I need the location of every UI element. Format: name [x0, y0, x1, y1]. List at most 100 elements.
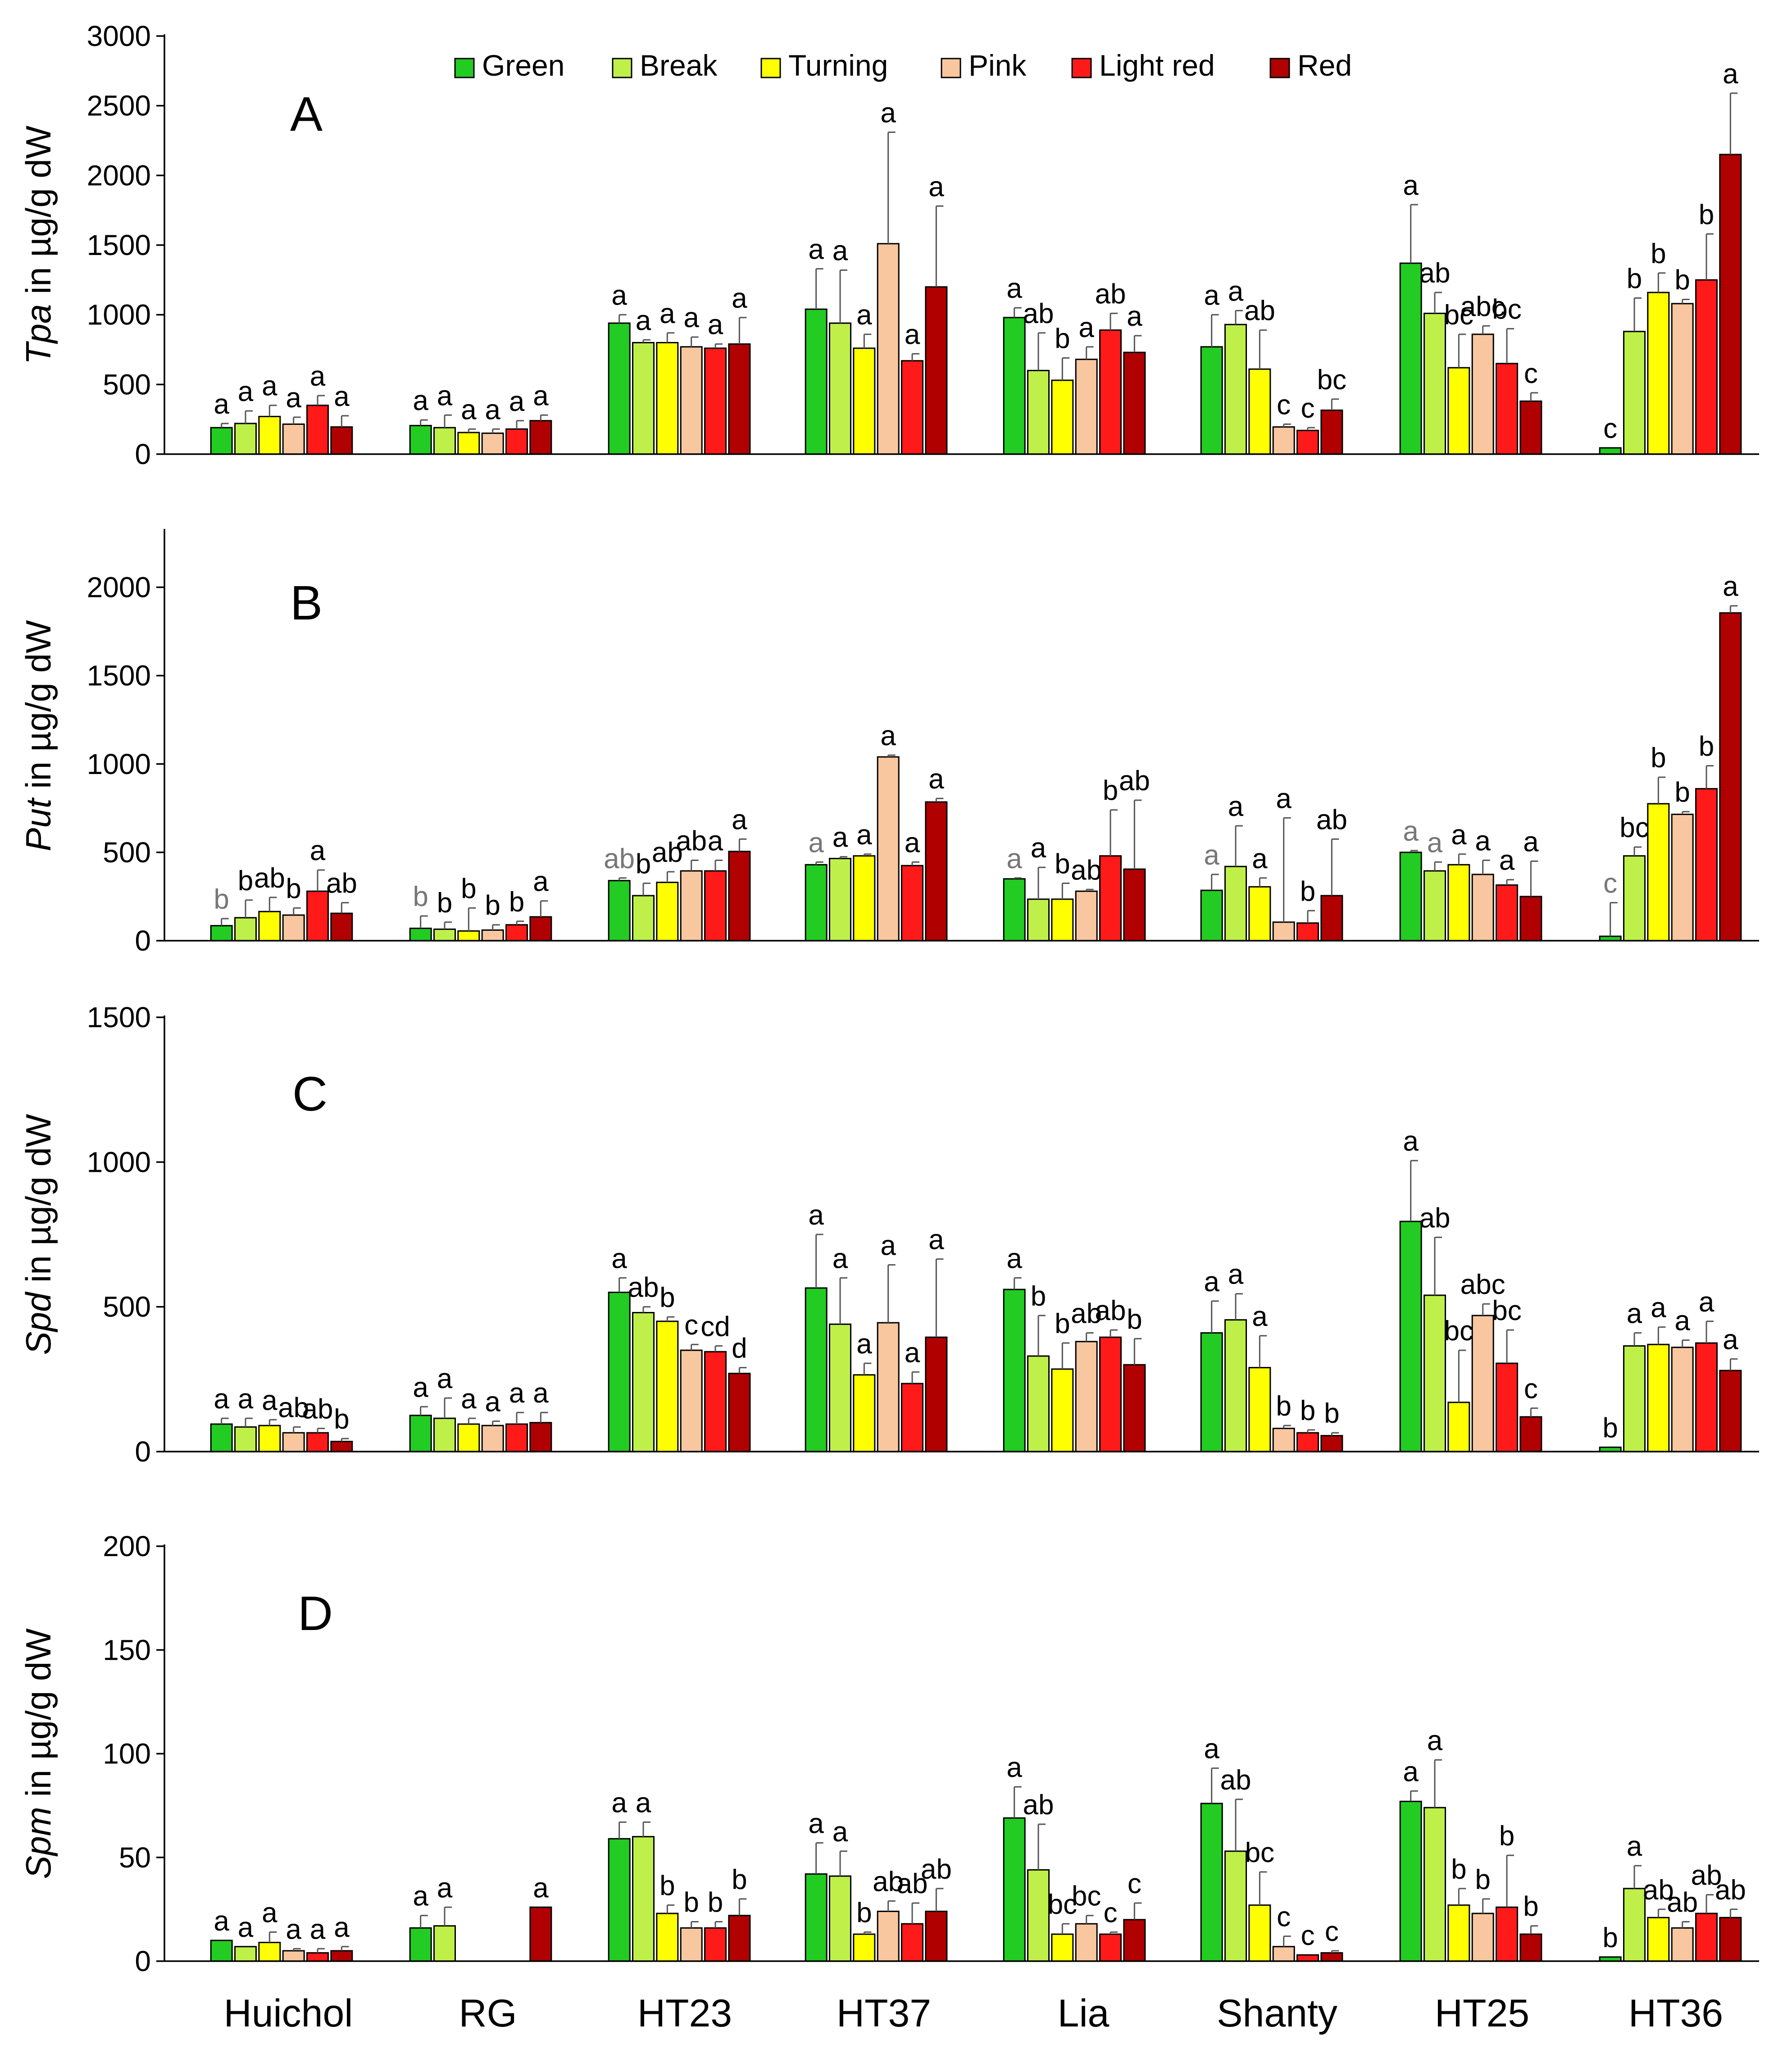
bar-red-ht23 — [728, 1915, 751, 1962]
bar-green-rg — [409, 425, 432, 455]
significance-letter: ab — [1119, 765, 1150, 797]
significance-letter: a — [437, 1363, 453, 1394]
panel-letter: A — [290, 87, 323, 141]
bar-red-ht23 — [728, 343, 751, 455]
bar-pink-ht37 — [877, 243, 900, 455]
y-tick-label: 500 — [103, 1291, 151, 1323]
bar-pink-huichol — [282, 1950, 305, 1962]
bar-green-shanty — [1200, 346, 1223, 455]
bar-pink-lia — [1075, 890, 1098, 942]
bar-red-lia — [1123, 1919, 1146, 1962]
significance-letter: ab — [254, 863, 285, 894]
bar-light-red-huichol — [306, 890, 329, 942]
significance-letter: ab — [1244, 296, 1275, 327]
bar-turning-ht25 — [1447, 1904, 1470, 1962]
legend-item-light-red: Light red — [1071, 49, 1215, 82]
bar-light-red-huichol — [306, 1432, 329, 1453]
significance-letter: a — [310, 361, 326, 392]
bar-light-red-huichol — [306, 1952, 329, 1962]
significance-letter: a — [286, 382, 301, 414]
significance-letter: ab — [921, 1854, 952, 1885]
significance-letter: a — [533, 1872, 549, 1903]
bar-red-ht25 — [1519, 400, 1542, 455]
legend-swatch — [454, 58, 475, 78]
significance-letter: b — [214, 884, 229, 915]
significance-letter: bc — [1492, 1295, 1521, 1326]
significance-letter: a — [262, 1385, 277, 1416]
bar-light-red-ht23 — [704, 1927, 727, 1962]
significance-letter: a — [808, 827, 824, 858]
bar-turning-ht25 — [1447, 367, 1470, 455]
bar-pink-ht36 — [1671, 303, 1694, 455]
significance-letter: a — [808, 1200, 824, 1231]
bar-green-ht23 — [608, 1838, 631, 1962]
y-tick-label: 1500 — [87, 660, 151, 692]
significance-letter: ab — [652, 837, 683, 868]
x-tick-label-lia: Lia — [1058, 1992, 1110, 2035]
bar-turning-ht37 — [853, 855, 876, 942]
bar-turning-ht36 — [1647, 1343, 1670, 1453]
significance-letter: ab — [278, 1392, 309, 1423]
significance-letter: c — [1277, 1902, 1291, 1933]
significance-letter: a — [437, 380, 453, 411]
significance-letter: a — [1523, 826, 1539, 857]
significance-letter: a — [1627, 1298, 1642, 1330]
significance-letter: a — [437, 1872, 453, 1903]
bar-break-ht37 — [829, 1875, 851, 1962]
bar-red-huichol — [330, 912, 353, 942]
bar-green-ht37 — [805, 1873, 828, 1962]
y-tick-label: 1000 — [87, 299, 151, 331]
bar-light-red-lia — [1099, 1336, 1122, 1453]
bar-green-rg — [409, 928, 432, 942]
significance-letter: a — [832, 1243, 848, 1274]
significance-letter: c — [1277, 389, 1291, 420]
significance-letter: a — [856, 820, 872, 851]
significance-letter: a — [856, 300, 872, 331]
significance-letter: a — [533, 866, 549, 897]
significance-letter: abc — [1460, 291, 1505, 322]
significance-letter: a — [1078, 312, 1094, 343]
legend-swatch — [760, 58, 781, 78]
significance-letter: bc — [1492, 294, 1521, 325]
bar-green-lia — [1003, 878, 1026, 942]
bar-break-ht37 — [829, 858, 851, 942]
x-tick-label-ht25: HT25 — [1435, 1992, 1529, 2035]
significance-letter: a — [905, 319, 920, 350]
bar-turning-ht36 — [1647, 291, 1670, 455]
significance-letter: c — [684, 1310, 698, 1341]
significance-letter: a — [413, 1881, 428, 1912]
bar-light-red-ht36 — [1695, 1912, 1718, 1962]
significance-letter: a — [880, 1230, 896, 1261]
bar-light-red-lia — [1099, 1933, 1122, 1962]
bar-green-huichol — [210, 1423, 233, 1453]
panel-A: 0 500 1000 1500 2000 2500 3000 Tpa in µg/g dW Aa… — [18, 20, 1759, 470]
significance-letter: c — [1325, 1916, 1339, 1947]
bar-green-shanty — [1200, 1803, 1223, 1962]
bar-break-rg — [433, 1417, 456, 1453]
bar-break-huichol — [234, 1426, 257, 1453]
significance-letter: a — [1723, 59, 1738, 90]
bar-break-huichol — [234, 917, 257, 942]
bar-green-ht25 — [1399, 1220, 1422, 1453]
y-axis-title: Spm in µg/g dW — [18, 1628, 58, 1879]
bar-turning-huichol — [258, 1942, 281, 1962]
bar-pink-rg — [481, 929, 504, 942]
significance-letter: a — [1204, 840, 1219, 871]
bar-light-red-shanty — [1296, 429, 1319, 455]
significance-letter: a — [611, 280, 627, 311]
bar-light-red-ht37 — [901, 865, 923, 942]
significance-letter: a — [310, 1914, 326, 1945]
y-axis-title: Spd in µg/g dW — [18, 1114, 58, 1355]
significance-letter: a — [928, 764, 944, 795]
significance-letter: a — [1499, 845, 1515, 876]
bar-light-red-ht25 — [1496, 884, 1518, 942]
significance-letter: a — [928, 1225, 944, 1256]
significance-letter: a — [1127, 301, 1142, 332]
significance-letter: a — [238, 376, 254, 407]
bar-break-ht36 — [1623, 1345, 1646, 1453]
bar-turning-shanty — [1248, 1367, 1271, 1453]
bar-pink-lia — [1075, 1923, 1098, 1962]
legend-item-green: Green — [454, 49, 564, 82]
